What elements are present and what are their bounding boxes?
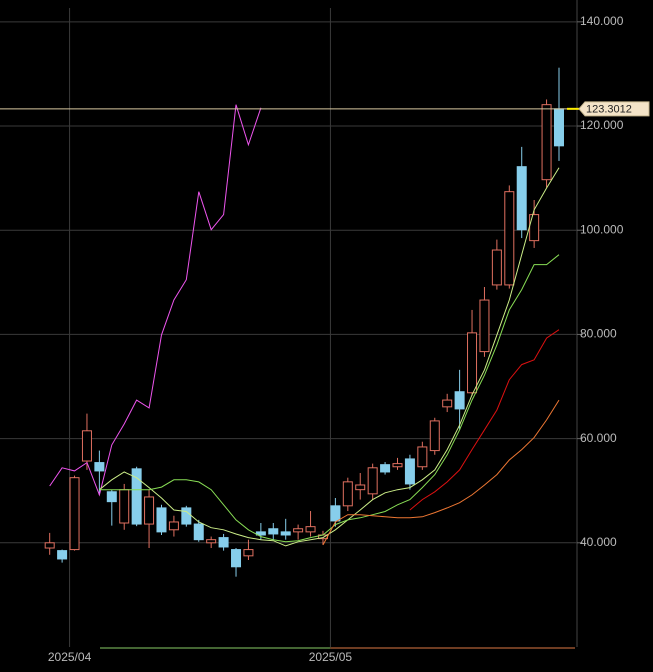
candle-body (442, 399, 453, 408)
y-tick-label: 140.000 (580, 14, 624, 28)
candle-body (342, 481, 353, 507)
line-series (99, 254, 560, 543)
candle-body (491, 249, 502, 286)
candle-body (541, 104, 552, 181)
candle-body (131, 468, 142, 525)
last-price-flag (578, 101, 650, 117)
y-tick-label: 60.000 (580, 431, 617, 445)
candle-body (305, 526, 316, 533)
candle-body (156, 507, 167, 533)
candle-body (516, 166, 527, 231)
candle-body (106, 491, 117, 503)
candle-body (504, 191, 515, 286)
candle-body (355, 484, 366, 491)
candle-body (94, 462, 105, 472)
candle-body (57, 550, 68, 560)
candle-body (206, 539, 217, 544)
candle-body (467, 332, 478, 394)
candle-body (69, 477, 80, 551)
candle-body (330, 505, 341, 522)
candle-body (429, 420, 440, 452)
candle-body (243, 549, 254, 557)
candle-body (553, 108, 564, 147)
candle-body (181, 507, 192, 525)
line-series (49, 104, 262, 497)
candle-body (367, 467, 378, 495)
candle-body (144, 496, 155, 525)
x-tick-label: 2025/04 (48, 650, 92, 664)
candle-body (218, 537, 229, 548)
candle-body (404, 458, 415, 485)
candle-body (392, 463, 403, 468)
candle-body (81, 430, 92, 462)
candle-body (293, 528, 304, 533)
line-series (322, 399, 560, 546)
candle-body (168, 521, 179, 531)
candle-body (44, 542, 55, 549)
y-tick-label: 80.000 (580, 327, 617, 341)
y-tick-label: 100.000 (580, 222, 624, 236)
candle-body (454, 391, 465, 410)
candle-body (417, 446, 428, 468)
candle-body (380, 464, 391, 473)
last-price-label: 123.3012 (586, 104, 632, 116)
y-tick-label: 120.000 (580, 118, 624, 132)
line-series (409, 329, 560, 511)
candle-body (255, 531, 266, 536)
line-series (99, 167, 560, 547)
candle-body (119, 489, 130, 524)
candle-body (479, 299, 490, 353)
y-tick-label: 40.000 (580, 535, 617, 549)
candle-body (280, 531, 291, 536)
candle-body (529, 214, 540, 242)
candle-body (268, 528, 279, 535)
candle-body (231, 549, 242, 568)
x-tick-label: 2025/05 (309, 650, 353, 664)
candle-body (193, 523, 204, 541)
